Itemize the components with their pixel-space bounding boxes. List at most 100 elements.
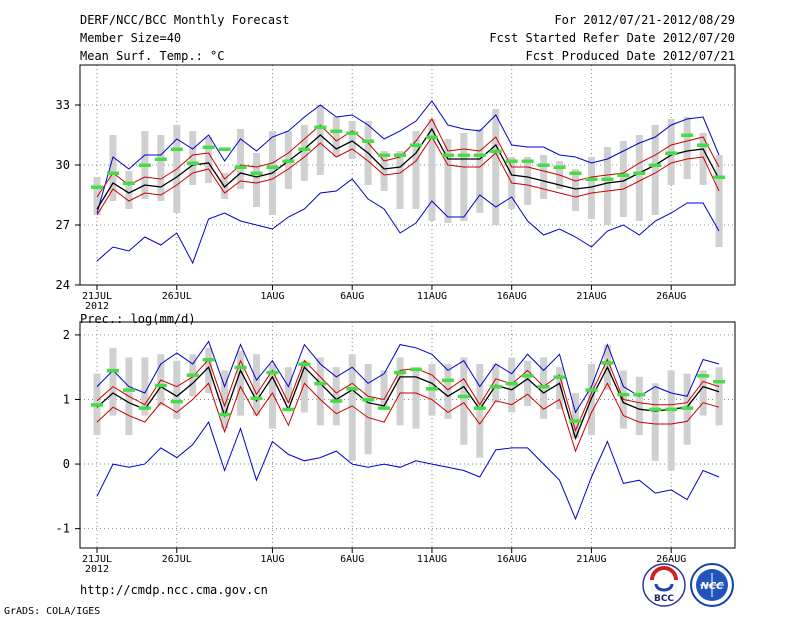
prec-obs-mark	[91, 403, 103, 407]
temp-mean-line	[96, 127, 720, 210]
temp-obs-mark	[489, 149, 502, 153]
prec-obs-mark	[330, 399, 343, 403]
temp-obs-mark	[106, 171, 119, 175]
prec-spread-box	[332, 367, 340, 426]
temp-obs-mark	[649, 163, 662, 167]
chart-title: DERF/NCC/BCC Monthly Forecast	[80, 13, 290, 27]
temp-spread-box	[715, 155, 723, 247]
prec-obs-mark	[457, 394, 470, 399]
prec-spread-box	[524, 360, 532, 406]
prec-obs-mark	[425, 387, 438, 391]
temp-obs-mark	[346, 131, 359, 135]
temp-obs-mark	[410, 143, 422, 147]
prec-obs-mark	[186, 373, 199, 377]
prec-obs-mark	[649, 407, 662, 412]
temp-spread-box	[205, 137, 213, 183]
prec-obs-mark	[202, 357, 215, 362]
temp-spread-box	[93, 177, 101, 215]
temp-spread-box	[428, 119, 436, 221]
prec-obs-mark	[138, 406, 151, 410]
prec-obs-mark	[617, 392, 630, 397]
prec-obs-mark	[298, 362, 311, 366]
prec-obs-mark	[569, 419, 582, 423]
prec-ytick-label: -1	[56, 522, 70, 536]
temp-obs-mark	[378, 153, 391, 157]
prec-spread-box	[651, 383, 659, 461]
temp-obs-mark	[633, 171, 646, 175]
temp-obs-mark	[266, 165, 279, 169]
temp-spread-box	[380, 151, 388, 191]
prec-obs-mark	[521, 374, 534, 378]
temp-spread-box	[476, 129, 484, 213]
temp-obs-mark	[138, 163, 151, 167]
temp-ytick-label: 24	[56, 278, 70, 292]
prec-spread-box	[109, 347, 117, 416]
temp-obs-mark	[218, 147, 231, 151]
prec-obs-mark	[441, 378, 454, 383]
temp-spread-box	[125, 171, 133, 209]
prec-obs-mark	[697, 374, 710, 378]
prec-spread-box	[667, 370, 675, 471]
temp-obs-mark	[441, 153, 454, 157]
prec-xtick-label: 16AUG	[497, 554, 527, 565]
temp-obs-mark	[553, 165, 566, 169]
prec-spread-box	[444, 363, 452, 419]
prec-upper-line	[96, 358, 720, 432]
temp-obs-mark	[330, 129, 343, 133]
prec-mean-line	[96, 365, 720, 441]
prec-xtick-label: 6AUG	[340, 554, 364, 565]
temp-obs-mark	[505, 159, 518, 163]
temp-spread-box	[237, 129, 245, 189]
prec-spread-box	[492, 363, 500, 403]
temp-spread-box	[396, 151, 404, 209]
prec-spread-box	[316, 357, 324, 426]
prec-spread-box	[268, 363, 276, 429]
member-size-label: Member Size=40	[80, 31, 181, 45]
prec-obs-mark	[266, 370, 279, 375]
temp-frame	[79, 64, 736, 286]
prec-xtick-label: 21AUG	[576, 554, 606, 565]
prec-spread-box	[141, 357, 149, 416]
temp-ytick-label: 33	[56, 98, 70, 112]
prec-obs-mark	[537, 385, 550, 389]
prec-spread-box	[635, 376, 643, 435]
temp-obs-mark	[186, 161, 199, 165]
prec-obs-mark	[585, 388, 598, 392]
prec-spread-box	[173, 360, 181, 419]
prec-spread-box	[237, 351, 245, 416]
temp-xtick-label: 21AUG	[576, 291, 606, 302]
bcc-logo: BCC	[642, 563, 686, 607]
temp-obs-mark	[314, 125, 327, 129]
temp-upper-line	[96, 118, 720, 198]
prec-spread-box	[572, 393, 579, 439]
temp-spread-box	[540, 155, 548, 199]
prec-spread-box	[284, 367, 292, 403]
temp-spread-box	[348, 121, 356, 159]
temp-spread-box	[460, 133, 468, 221]
temp-lower-line	[96, 136, 720, 216]
prec-obs-mark	[505, 381, 518, 386]
prec-obs-mark	[681, 406, 694, 410]
grads-credit: GrADS: COLA/IGES	[4, 606, 100, 617]
prec-ytick-label: 0	[63, 457, 70, 471]
temp-spread-box	[157, 135, 165, 201]
prec-obs-mark	[665, 407, 678, 412]
prec-obs-mark	[314, 381, 327, 386]
temp-spread-box	[189, 131, 197, 185]
prec-obs-mark	[713, 379, 726, 384]
source-url: http://cmdp.ncc.cma.gov.cn	[80, 583, 268, 597]
prec-obs-mark	[601, 361, 614, 365]
prec-spread-box	[396, 357, 404, 426]
temp-xtick-label: 21JUL	[82, 291, 112, 302]
temp-xtick-label: 11AUG	[417, 291, 447, 302]
temperature-panel-title: Mean Surf. Temp.: °C	[80, 49, 225, 63]
prec-obs-mark	[489, 385, 502, 389]
temp-spread-box	[412, 131, 420, 209]
ncc-logo: NCC	[690, 563, 734, 607]
prec-obs-mark	[410, 367, 422, 372]
temp-spread-box	[109, 135, 117, 201]
prec-year-label: 2012	[85, 564, 109, 575]
temp-obs-mark	[569, 171, 582, 175]
temp-xtick-label: 16AUG	[497, 291, 527, 302]
temp-ytick-label: 30	[56, 158, 70, 172]
